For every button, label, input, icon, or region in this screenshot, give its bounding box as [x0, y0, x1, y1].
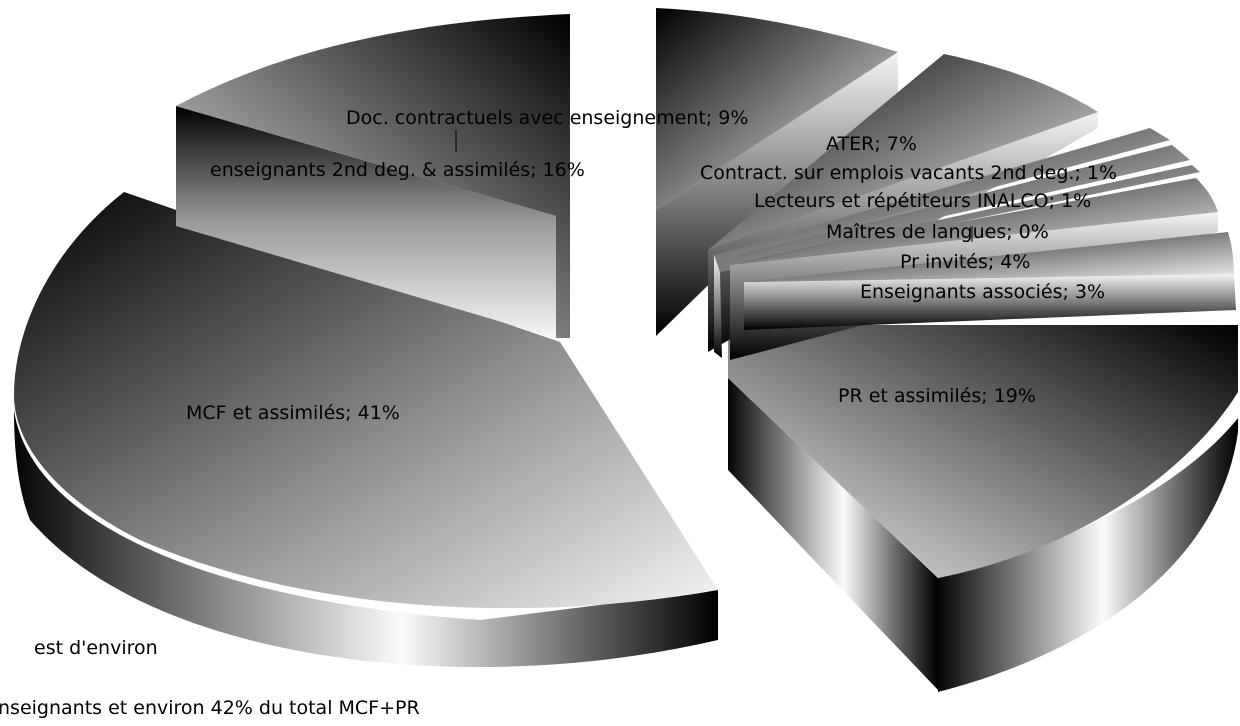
note-line-2: nseignants et environ 42% du total MCF+P…: [0, 697, 420, 719]
slice-mcf-side: [14, 410, 718, 667]
label-mcf: MCF et assimilés; 41%: [186, 402, 400, 424]
label-doc: Doc. contractuels avec enseignement; 9%: [346, 107, 748, 129]
slice-associes: [744, 232, 1236, 330]
slice-mcf: [14, 192, 718, 667]
label-ater: ATER; 7%: [826, 133, 917, 155]
label-maitres: Maîtres de langues; 0%: [826, 221, 1049, 243]
label-contract: Contract. sur emplois vacants 2nd deg.; …: [700, 162, 1117, 184]
label-pr: PR et assimilés; 19%: [838, 385, 1036, 407]
slice-contract-top: [714, 128, 1170, 262]
slice-associes-top: [744, 232, 1234, 282]
slice-pr: [728, 325, 1238, 692]
label-associes: Enseignants associés; 3%: [860, 281, 1105, 303]
slice-doc-top: [656, 8, 898, 210]
slice-pr-invites-top: [730, 178, 1218, 265]
slice-associes-side: [744, 274, 1236, 330]
slice-ater-top: [708, 54, 1098, 250]
slice-2nd-deg: [176, 14, 570, 338]
slice-lecteurs-top: [716, 145, 1190, 268]
slice-2nd-deg-side: [176, 106, 556, 338]
slice-pr-top: [728, 325, 1238, 578]
label-lecteurs: Lecteurs et répétiteurs INALCO; 1%: [754, 190, 1091, 212]
slice-pr-side-outer: [938, 418, 1238, 692]
slice-mcf-top: [14, 192, 718, 609]
note-line-1: est d'environ: [34, 637, 158, 659]
slice-2nd-deg-top: [176, 14, 570, 338]
slice-small-side: [714, 255, 722, 358]
label-2nd-deg: enseignants 2nd deg. & assimilés; 16%: [210, 159, 585, 181]
label-pr-invites: Pr invités; 4%: [900, 251, 1030, 273]
slice-pr-side: [728, 378, 938, 690]
